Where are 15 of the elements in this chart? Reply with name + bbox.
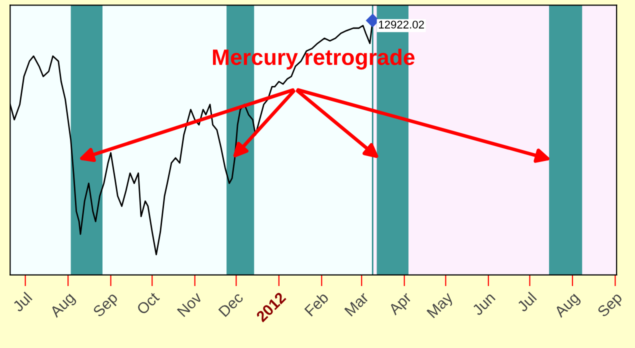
- x-tick-label: May: [426, 291, 456, 320]
- x-tick-label: Dec: [218, 292, 244, 318]
- x-tick-label: Sep: [92, 292, 120, 320]
- x-tick-label: Apr: [388, 291, 414, 318]
- x-tick-label: Aug: [554, 292, 582, 320]
- x-tick-label: Jul: [516, 292, 537, 312]
- annotation: 12922.02: [378, 20, 424, 29]
- x-tick-label: Sep: [596, 292, 625, 320]
- x-tick-label: Aug: [49, 292, 78, 320]
- x-tick-label: Mar: [344, 291, 370, 317]
- x-tick-label: Jul: [12, 292, 33, 312]
- x-tick-label: Feb: [304, 291, 330, 317]
- x-tick-label: Jun: [472, 292, 496, 316]
- x-tick-label: Oct: [136, 291, 160, 316]
- x-tick-label: Nov: [176, 291, 203, 318]
